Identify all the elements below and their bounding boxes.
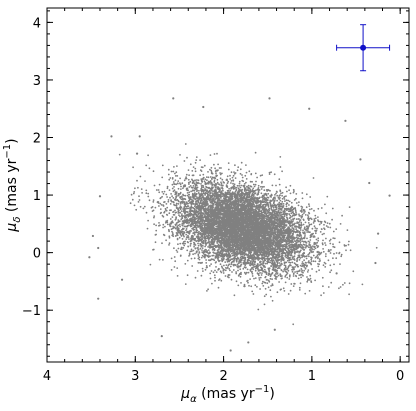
scatter-points (118, 143, 378, 326)
y-tick-label: 0 (33, 247, 41, 262)
outlier-point (268, 97, 271, 100)
outlier-point (138, 135, 141, 138)
outlier-point (160, 334, 163, 338)
x-tick-label: 0 (396, 369, 404, 384)
tick-labels-layer: 4 3 2 1 0 −1 0 1 2 3 4 (22, 16, 404, 384)
x-tick-label: 2 (219, 369, 227, 384)
outlier-point (374, 261, 377, 265)
outlier-point (335, 272, 338, 275)
outlier-point (247, 341, 250, 344)
outlier-point (202, 105, 205, 109)
outlier-point (91, 234, 95, 238)
outlier-point (120, 278, 124, 281)
outlier-point (376, 232, 380, 235)
outlier-point (359, 158, 362, 161)
outlier-point (97, 246, 100, 250)
error-bar-marker (336, 24, 391, 72)
outlier-point (172, 97, 175, 100)
error-bar-point (360, 44, 367, 51)
points-layer (118, 143, 378, 326)
outlier-point (308, 107, 311, 110)
x-tick-label: 1 (308, 369, 316, 384)
outlier-point (135, 152, 139, 155)
outlier-point (273, 328, 276, 331)
x-tick-label: 4 (43, 369, 51, 384)
outlier-point (98, 195, 102, 198)
x-tick-label: 3 (131, 369, 139, 384)
y-tick-label: −1 (22, 304, 41, 319)
plot-frame (46, 7, 410, 363)
outlier-point (88, 256, 91, 259)
x-axis-label: μα (mas yr−1) (180, 384, 275, 405)
y-tick-label: 1 (33, 189, 41, 204)
ticks-layer (46, 8, 409, 362)
y-axis-label: μδ (mas yr−1) (2, 138, 23, 232)
outlier-point (110, 135, 113, 138)
outlier-point (97, 297, 100, 300)
y-tick-label: 3 (33, 74, 41, 89)
outlier-point (368, 181, 371, 185)
outlier-point (344, 119, 347, 122)
outlier-point (229, 349, 232, 352)
y-tick-label: 4 (33, 16, 41, 31)
y-tick-label: 2 (33, 132, 41, 147)
outlier-point (388, 194, 391, 197)
outliers-layer (88, 97, 391, 352)
